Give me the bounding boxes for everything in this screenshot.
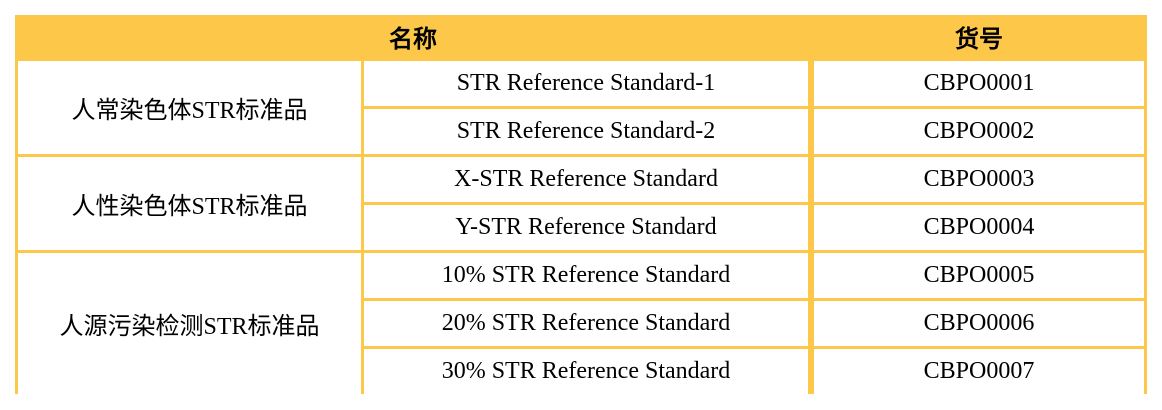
product-code-cell: CBPO0005: [814, 253, 1144, 298]
category-cell: 人性染色体STR标准品: [18, 157, 361, 250]
product-code-cell: CBPO0001: [814, 61, 1144, 106]
header-code: 货号: [955, 25, 1003, 53]
product-name-cell: 30% STR Reference Standard: [364, 349, 808, 394]
product-name-cell: Y-STR Reference Standard: [364, 205, 808, 250]
product-name-cell: STR Reference Standard-2: [364, 109, 808, 154]
product-code-cell: CBPO0006: [814, 301, 1144, 346]
product-table: 名称 货号 人常染色体STR标准品 STR Reference Standard-…: [15, 15, 1147, 394]
product-code-cell: CBPO0004: [814, 205, 1144, 250]
product-code-cell: CBPO0007: [814, 349, 1144, 394]
product-code-cell: CBPO0002: [814, 109, 1144, 154]
product-name-cell: 20% STR Reference Standard: [364, 301, 808, 346]
category-cell: 人常染色体STR标准品: [18, 61, 361, 154]
header-name: 名称: [389, 25, 437, 53]
product-code-cell: CBPO0003: [814, 157, 1144, 202]
category-cell: 人源污染检测STR标准品: [18, 253, 361, 394]
product-name-cell: X-STR Reference Standard: [364, 157, 808, 202]
product-name-cell: STR Reference Standard-1: [364, 61, 808, 106]
product-name-cell: 10% STR Reference Standard: [364, 253, 808, 298]
